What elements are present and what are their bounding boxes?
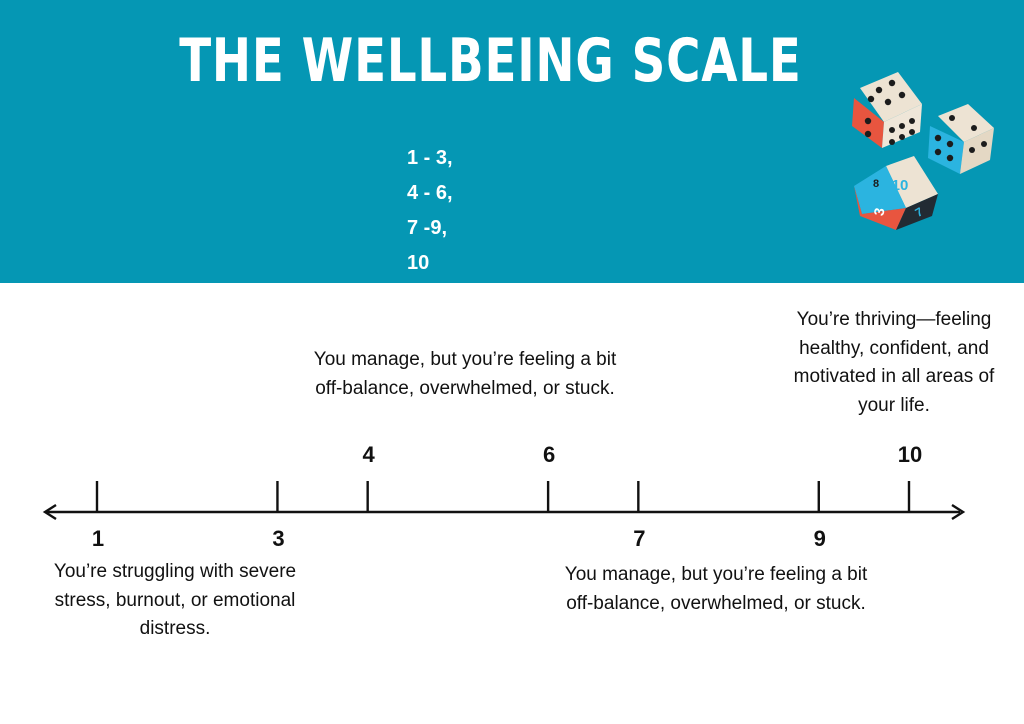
range-item: 10 xyxy=(407,252,430,274)
d10-face-label: 3 xyxy=(870,206,887,217)
die-blue-icon xyxy=(928,104,994,174)
range-item: 7 -9, xyxy=(407,217,448,239)
scale-label-1: 1 xyxy=(92,526,104,551)
high-range-description: You’re thriving—feeling healthy, confide… xyxy=(793,309,995,416)
scale-label-4: 4 xyxy=(363,442,376,467)
dice-illustration: 10 8 3 7 xyxy=(852,72,994,230)
mid-range-description-lower: You manage, but you’re feeling a bit off… xyxy=(564,564,868,614)
d10-top-label: 10 xyxy=(892,177,909,194)
scale-label-3: 3 xyxy=(272,526,284,551)
left-arrow-icon xyxy=(42,503,57,521)
header-banner xyxy=(0,0,1024,283)
range-item: 1 - 3, xyxy=(407,147,453,169)
mid-range-description-upper: You manage, but you’re feeling a bit off… xyxy=(313,349,617,399)
scale-label-7: 7 xyxy=(633,526,645,551)
range-list: 1 - 3, 4 - 6, 7 -9, 10 xyxy=(407,145,453,285)
die-red-icon xyxy=(852,72,922,148)
scale-label-6: 6 xyxy=(543,442,555,467)
d10-die-icon: 10 8 3 7 xyxy=(854,156,938,230)
scale-label-9: 9 xyxy=(814,526,826,551)
range-item: 4 - 6, xyxy=(407,182,453,204)
low-range-description: You’re struggling with severe stress, bu… xyxy=(53,561,297,639)
scale-label-10: 10 xyxy=(898,442,922,467)
right-arrow-icon xyxy=(951,503,966,521)
d10-face-label: 8 xyxy=(873,178,879,190)
page-title: THE WELLBEING SCALE xyxy=(179,26,802,96)
